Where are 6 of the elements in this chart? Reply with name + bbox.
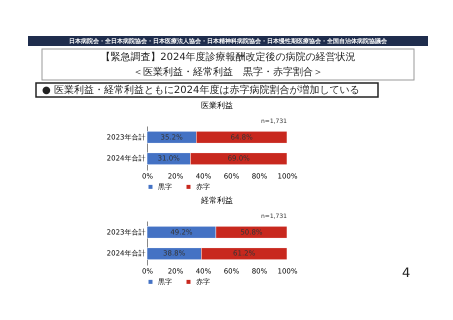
chart-title: 経常利益 (200, 196, 233, 205)
text: 【緊急調査】2024年度診療報酬改定後の病院の経営状況 (100, 51, 356, 63)
text: 4 (402, 266, 410, 281)
text: ● 医業利益・経常利益ともに2024年度は赤字病院割合が増加している (42, 84, 360, 96)
text: ＜医業利益・経常利益 黒字・赤字割合＞ (133, 66, 323, 78)
chart-title: 医業利益 (201, 101, 233, 110)
